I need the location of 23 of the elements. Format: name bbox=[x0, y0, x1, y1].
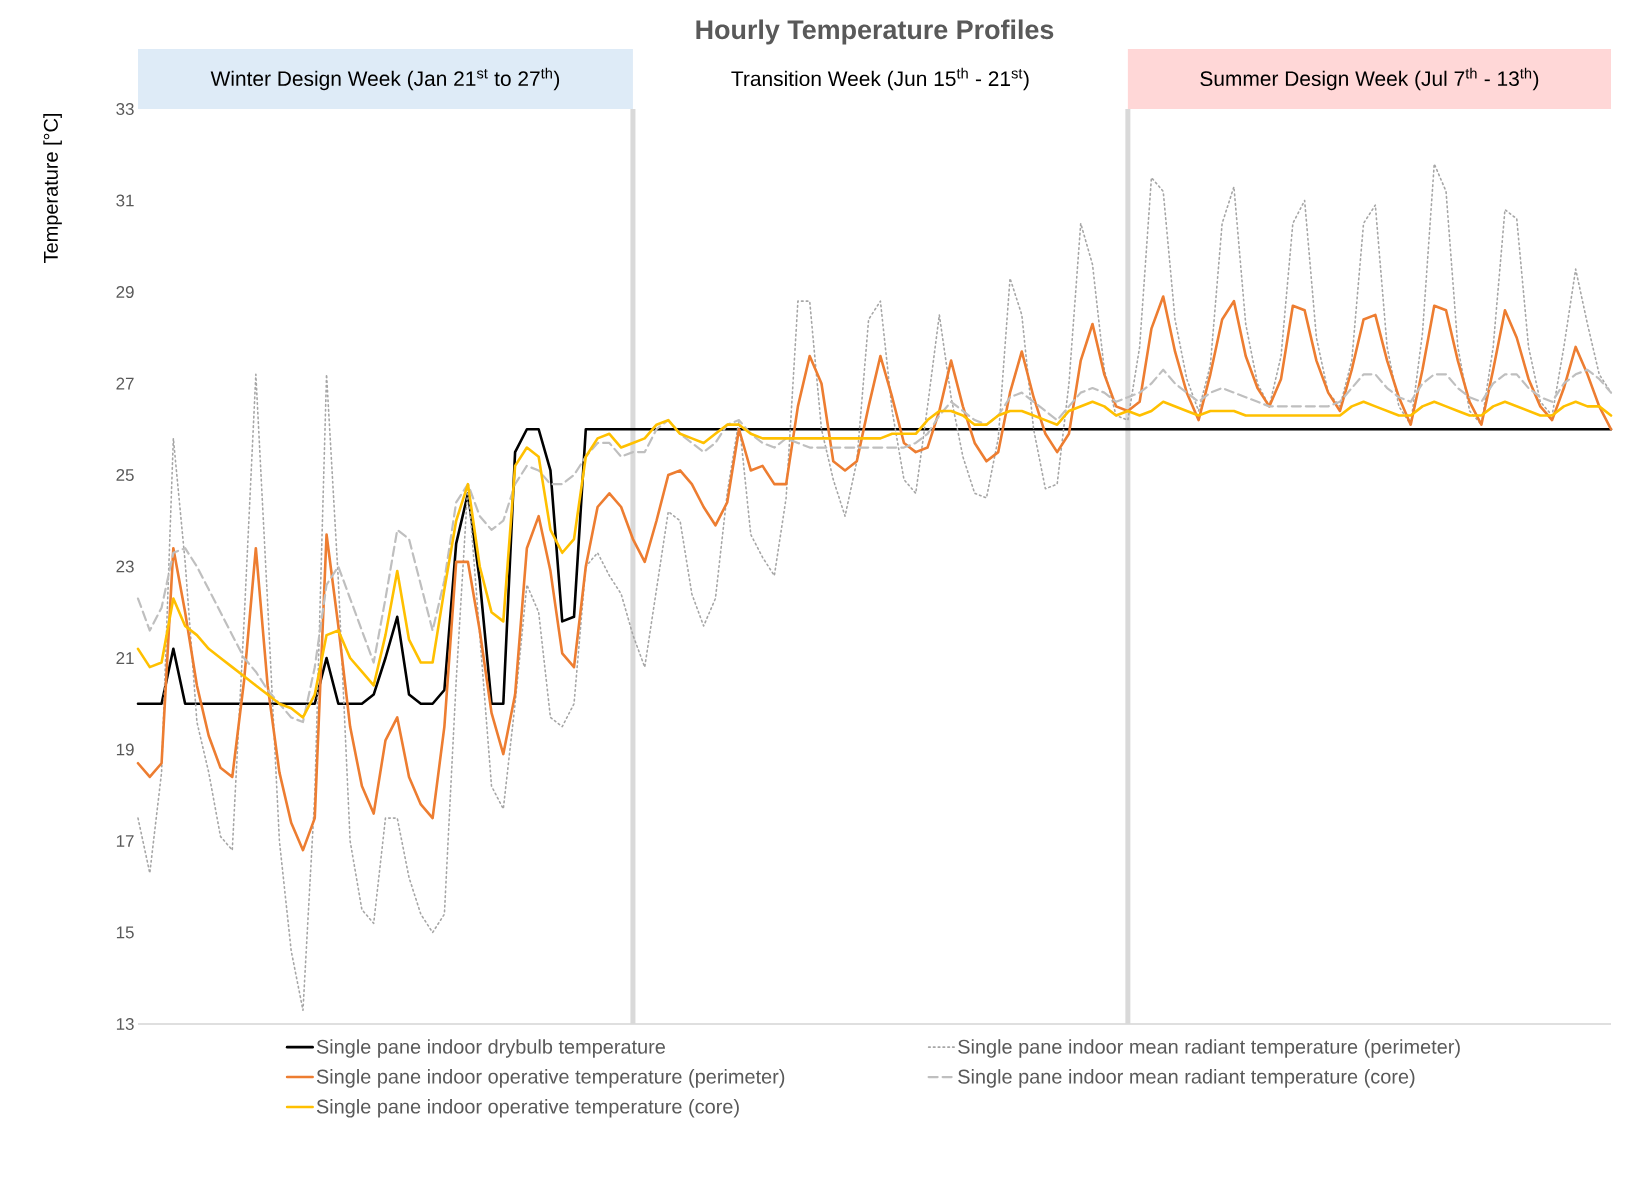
text: Summer Design Week (Jul 7$^{th}$ - 13$^{th}$) bbox=[1200, 67, 1539, 91]
line-series bbox=[137, 163, 1612, 1012]
legend-label: Single pane indoor mean radiant temperature (perimeter) bbox=[958, 1039, 1460, 1058]
y-tick-label: 27 bbox=[116, 377, 134, 390]
y-tick-label: 15 bbox=[116, 926, 134, 939]
chart-title: Hourly Temperature Profiles bbox=[696, 19, 1054, 45]
y-tick-label: 33 bbox=[116, 102, 134, 115]
y-tick-label: 31 bbox=[116, 194, 134, 207]
y-tick-label: 25 bbox=[116, 468, 134, 481]
text: Transition Week (Jun 15$^{th}$ - 21$^{st}$) bbox=[731, 67, 1029, 91]
legend-label: Single pane indoor drybulb temperature bbox=[316, 1039, 665, 1058]
y-tick-label: 21 bbox=[116, 652, 134, 664]
y-tick-label: 17 bbox=[116, 835, 134, 847]
y-tick-label: 29 bbox=[116, 285, 134, 298]
y-tick-label: 13 bbox=[116, 1018, 134, 1030]
legend-label: Single pane indoor mean radiant temperature (core) bbox=[958, 1069, 1415, 1088]
y-axis-title: Temperature [°C] bbox=[43, 113, 62, 263]
legend-label: Single pane indoor operative temperature (core) bbox=[316, 1098, 739, 1118]
line-series bbox=[136, 295, 1613, 852]
y-tick-label: 19 bbox=[116, 743, 134, 756]
legend-label: Single pane indoor operative temperature (perimeter) bbox=[316, 1069, 785, 1088]
y-tick-label: 23 bbox=[116, 560, 134, 573]
text: Winter Design Week (Jan 21$^{st}$ to 27$^{th}$) bbox=[210, 67, 560, 91]
